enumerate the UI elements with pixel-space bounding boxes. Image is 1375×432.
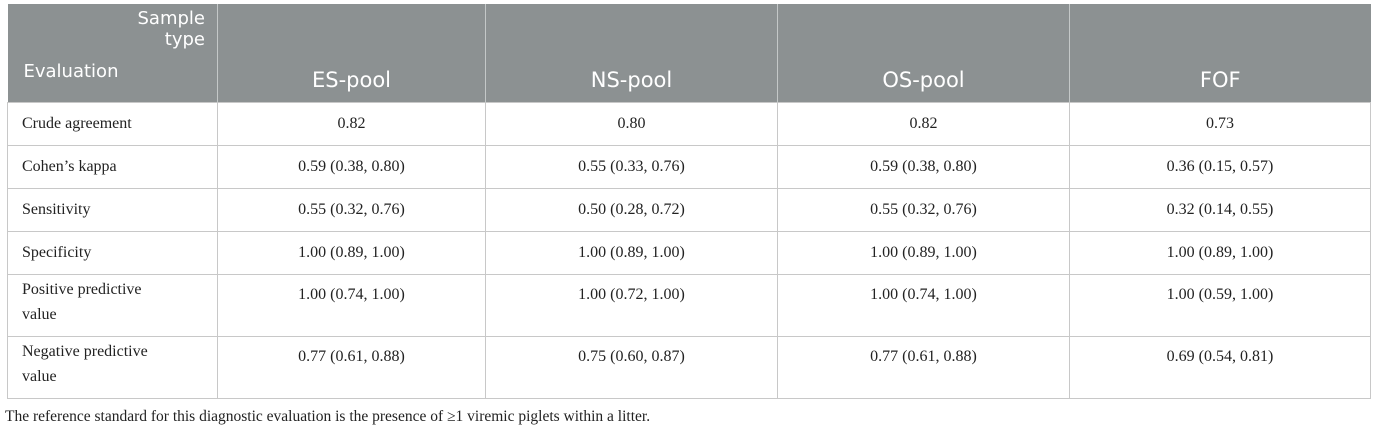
results-table: Sample type Evaluation ES-pool NS-pool O… bbox=[7, 4, 1371, 399]
table-row-specificity: Specificity 1.00 (0.89, 1.00) 1.00 (0.89… bbox=[7, 231, 1371, 275]
table-cell: 0.50 (0.28, 0.72) bbox=[485, 188, 778, 232]
table-cell: 0.80 bbox=[485, 102, 778, 146]
table-cell: 0.77 (0.61, 0.88) bbox=[217, 336, 486, 399]
column-header-es-pool: ES-pool bbox=[217, 4, 486, 103]
table-cell: 1.00 (0.89, 1.00) bbox=[777, 231, 1070, 275]
table-cell: 0.59 (0.38, 0.80) bbox=[217, 145, 486, 189]
table-cell: 1.00 (0.72, 1.00) bbox=[485, 274, 778, 337]
row-label: Specificity bbox=[7, 231, 218, 275]
table-cell: 0.36 (0.15, 0.57) bbox=[1069, 145, 1371, 189]
table-row-positive-predictive-value: Positive predictive value 1.00 (0.74, 1.… bbox=[7, 274, 1371, 337]
table-cell: 0.69 (0.54, 0.81) bbox=[1069, 336, 1371, 399]
table-cell: 0.32 (0.14, 0.55) bbox=[1069, 188, 1371, 232]
column-header-fof: FOF bbox=[1069, 4, 1371, 103]
table-cell: 1.00 (0.89, 1.00) bbox=[217, 231, 486, 275]
row-label-line2: value bbox=[22, 368, 57, 385]
table-cell: 0.59 (0.38, 0.80) bbox=[777, 145, 1070, 189]
table-cell: 0.55 (0.32, 0.76) bbox=[217, 188, 486, 232]
row-label: Crude agreement bbox=[7, 102, 218, 146]
row-label: Negative predictive value bbox=[7, 336, 218, 399]
sample-type-line1: Sample bbox=[137, 8, 206, 29]
table-row-negative-predictive-value: Negative predictive value 0.77 (0.61, 0.… bbox=[7, 336, 1371, 399]
row-label-line2: value bbox=[22, 306, 57, 323]
table-cell: 0.77 (0.61, 0.88) bbox=[777, 336, 1070, 399]
table-cell: 1.00 (0.89, 1.00) bbox=[485, 231, 778, 275]
table-cell: 1.00 (0.89, 1.00) bbox=[1069, 231, 1371, 275]
row-label: Cohen’s kappa bbox=[7, 145, 218, 189]
row-label: Sensitivity bbox=[7, 188, 218, 232]
column-header-ns-pool: NS-pool bbox=[485, 4, 778, 103]
table-cell: 1.00 (0.74, 1.00) bbox=[777, 274, 1070, 337]
table-cell: 1.00 (0.74, 1.00) bbox=[217, 274, 486, 337]
header-row: Sample type Evaluation ES-pool NS-pool O… bbox=[7, 4, 1371, 103]
evaluation-label: Evaluation bbox=[23, 61, 119, 82]
column-header-os-pool: OS-pool bbox=[777, 4, 1070, 103]
table-cell: 0.82 bbox=[217, 102, 486, 146]
table-row-sensitivity: Sensitivity 0.55 (0.32, 0.76) 0.50 (0.28… bbox=[7, 188, 1371, 232]
table-cell: 0.73 bbox=[1069, 102, 1371, 146]
table-cell: 0.55 (0.33, 0.76) bbox=[485, 145, 778, 189]
table-row-crude-agreement: Crude agreement 0.82 0.80 0.82 0.73 bbox=[7, 102, 1371, 146]
table-footnote: The reference standard for this diagnost… bbox=[5, 408, 651, 425]
sample-type-line2: type bbox=[164, 29, 205, 50]
table-cell: 0.55 (0.32, 0.76) bbox=[777, 188, 1070, 232]
table-cell: 0.82 bbox=[777, 102, 1070, 146]
row-label: Positive predictive value bbox=[7, 274, 218, 337]
table-cell: 0.75 (0.60, 0.87) bbox=[485, 336, 778, 399]
sample-type-label: Sample type bbox=[138, 8, 206, 50]
row-label-line1: Negative predictive bbox=[22, 343, 148, 360]
table-cell: 1.00 (0.59, 1.00) bbox=[1069, 274, 1371, 337]
table-row-cohens-kappa: Cohen’s kappa 0.59 (0.38, 0.80) 0.55 (0.… bbox=[7, 145, 1371, 189]
row-label-line1: Positive predictive bbox=[22, 281, 142, 298]
corner-header-cell: Sample type Evaluation bbox=[7, 4, 218, 103]
